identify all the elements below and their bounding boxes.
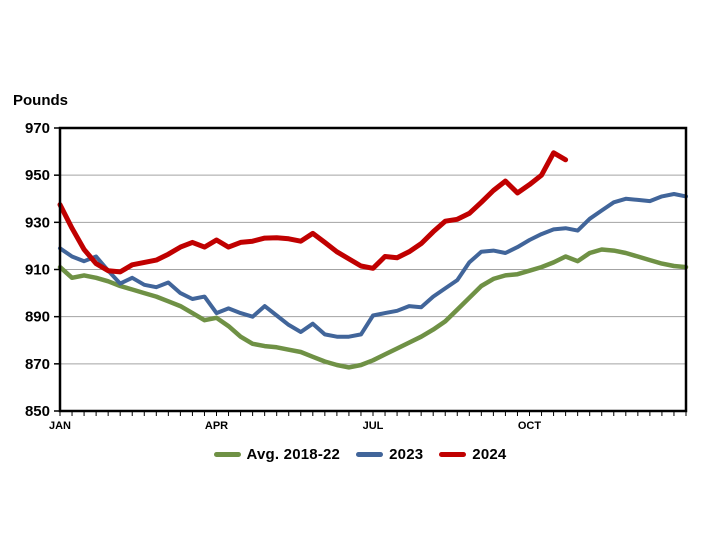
x-tick-label: JAN	[49, 420, 71, 432]
legend-swatch-2023	[356, 451, 384, 457]
x-tick-label: JUL	[363, 420, 384, 432]
y-tick-label: 970	[25, 120, 50, 137]
series-line-2023	[58, 192, 688, 339]
legend-label-avg: Avg. 2018-22	[246, 445, 341, 463]
chart-legend: Avg. 2018-22 2023 2024	[0, 442, 720, 466]
y-tick-label: 890	[25, 309, 50, 326]
legend-label-2024: 2024	[472, 445, 507, 463]
y-tick-label: 910	[25, 262, 50, 279]
x-tick-label: APR	[205, 420, 228, 432]
y-tick-label: 850	[25, 403, 50, 420]
x-axis-month-labels: JAN APR JUL OCT	[49, 420, 541, 432]
y-tick-label: 870	[25, 356, 50, 373]
y-axis-title: Pounds	[13, 92, 68, 109]
axis-ticks	[54, 127, 687, 416]
legend-item-2023: 2023	[356, 446, 423, 463]
x-tick-label: OCT	[518, 420, 542, 432]
series-lines	[57, 150, 689, 370]
y-tick-label: 950	[25, 167, 50, 184]
y-axis-tick-labels: 850 870 890 910 930 950 970	[25, 120, 50, 420]
legend-swatch-2024	[439, 451, 467, 457]
series-line-avg-2018-22	[57, 247, 689, 370]
legend-item-avg: Avg. 2018-22	[213, 445, 341, 463]
legend-item-2024: 2024	[439, 446, 506, 463]
legend-label-2023: 2023	[389, 445, 424, 463]
legend-swatch-avg	[213, 451, 241, 457]
series-line-2024	[57, 150, 569, 275]
y-tick-label: 930	[25, 214, 50, 231]
